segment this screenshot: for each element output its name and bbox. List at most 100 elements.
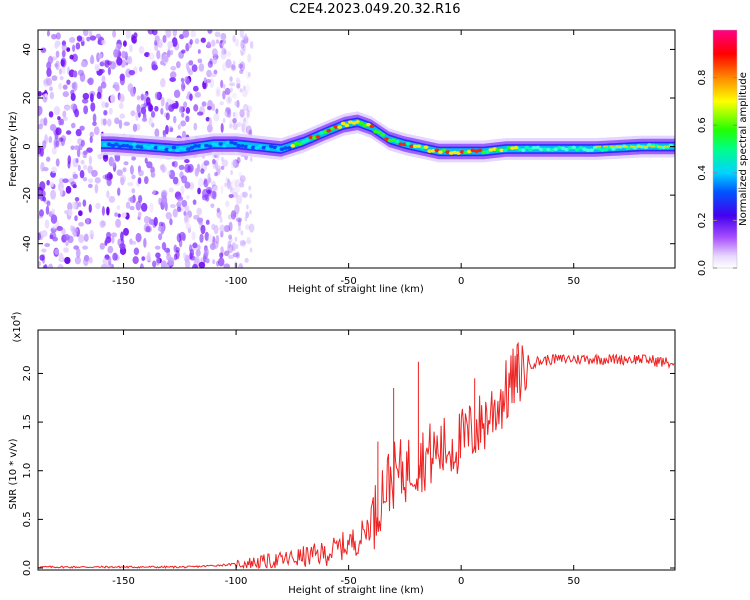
noise-blob [132, 256, 139, 265]
noise-blob [227, 184, 230, 190]
noise-blob [102, 257, 109, 265]
ridge-blob [420, 145, 425, 150]
ridge-blob [549, 148, 555, 152]
ridge-blob [499, 148, 505, 153]
noise-blob [226, 50, 232, 57]
noise-blob [55, 50, 60, 58]
noise-blob [237, 218, 242, 227]
noise-blob [143, 176, 149, 185]
colorbar-tick-label: 0.0 [697, 260, 708, 276]
noise-blob [213, 69, 218, 75]
noise-blob [151, 64, 158, 71]
noise-blob [235, 243, 239, 249]
noise-blob [137, 211, 142, 218]
noise-blob [238, 182, 245, 188]
noise-blob [176, 233, 182, 243]
noise-blob [40, 47, 47, 53]
ridge-blob [434, 148, 440, 153]
noise-blob [152, 260, 157, 268]
noise-blob [207, 60, 213, 68]
noise-blob [115, 218, 121, 228]
noise-blob [172, 160, 178, 168]
noise-blob [184, 181, 191, 189]
noise-blob [43, 263, 48, 268]
noise-blob [49, 181, 54, 188]
snr-x-ticks: -150 -100 -50 0 50 [112, 330, 580, 587]
noise-blob [112, 30, 117, 38]
ridge-blob [553, 147, 559, 151]
noise-blob [169, 218, 173, 226]
noise-blob [225, 58, 232, 69]
noise-blob [229, 185, 233, 191]
noise-blob [111, 159, 116, 168]
noise-blob [70, 225, 74, 232]
ridge-blob [542, 147, 548, 151]
noise-blob [147, 251, 151, 260]
noise-blob [207, 30, 213, 34]
ridge-blob [103, 142, 108, 147]
noise-blob [221, 159, 229, 167]
noise-blob [137, 177, 142, 185]
snr-series [38, 341, 675, 570]
noise-blob [125, 201, 131, 209]
noise-blob [144, 157, 148, 164]
noise-blob [46, 156, 51, 162]
noise-blob [71, 53, 78, 63]
noise-blob [243, 85, 246, 91]
ridge-blob [488, 148, 494, 152]
noise-blob [70, 122, 76, 129]
noise-blob [223, 39, 226, 45]
noise-blob [199, 233, 204, 243]
noise-blob [244, 257, 249, 263]
noise-blob [246, 204, 249, 210]
ridge-blob [279, 147, 285, 152]
ridge-blob [466, 149, 472, 154]
noise-blob [220, 32, 227, 41]
ridge-blob [391, 138, 397, 143]
noise-blob [74, 256, 81, 265]
noise-blob [75, 128, 82, 137]
noise-blob [135, 111, 139, 122]
ridge-blob [510, 146, 515, 150]
colorbar-tick-label: 0.6 [697, 117, 708, 133]
noise-blob [119, 243, 126, 250]
ridge-blob [441, 148, 447, 152]
noise-blob [90, 102, 96, 112]
snr-x-label: Height of straight line (km) [288, 585, 424, 596]
noise-blob [106, 190, 110, 199]
noise-blob [194, 38, 200, 45]
noise-blob [56, 225, 63, 232]
noise-blob [249, 156, 253, 162]
noise-blob [231, 179, 238, 187]
noise-blob [119, 93, 125, 103]
noise-blob [67, 155, 72, 165]
noise-blob [229, 181, 232, 187]
noise-blob [232, 117, 237, 124]
noise-blob [90, 93, 94, 103]
noise-blob [181, 130, 187, 140]
noise-blob [43, 117, 48, 126]
noise-blob [241, 122, 245, 132]
noise-blob [235, 79, 241, 85]
noise-blob [236, 121, 242, 128]
noise-blob [192, 242, 198, 249]
noise-blob [78, 222, 85, 227]
ridge-blob [344, 123, 350, 128]
ridge-blob [294, 141, 299, 146]
noise-blob [238, 171, 242, 178]
noise-blob [94, 65, 100, 72]
snr-multiplier-close: ) [12, 311, 23, 315]
noise-blob [242, 89, 248, 98]
ridge-blob [315, 135, 321, 139]
noise-blob [232, 252, 239, 258]
noise-blob [48, 136, 53, 144]
noise-blob [127, 83, 134, 93]
ridge-blob [106, 142, 112, 147]
noise-blob [73, 245, 79, 250]
noise-blob [228, 234, 233, 240]
noise-blob [213, 224, 219, 235]
noise-blob [152, 189, 156, 196]
noise-blob [86, 217, 90, 225]
noise-blob [215, 86, 221, 94]
noise-blob [227, 97, 231, 103]
